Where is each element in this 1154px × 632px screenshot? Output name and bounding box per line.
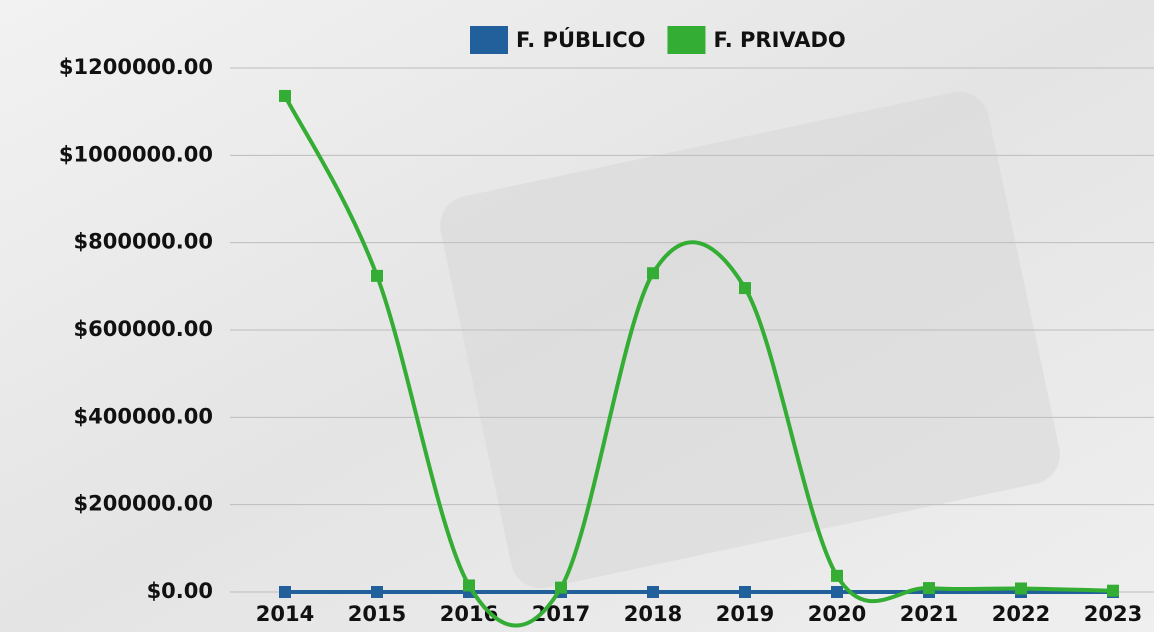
data-point [555, 582, 567, 594]
chart: $0.00 $200000.00 $400000.00 $600000.00 $8000… [0, 0, 1154, 632]
y-tick-label: $1200000.00 [59, 55, 213, 79]
x-tick-label: 2020 [808, 602, 866, 626]
legend-swatch [667, 26, 705, 54]
y-tick-label: $600000.00 [74, 317, 213, 341]
legend-label: F. PRIVADO [713, 28, 845, 52]
legend-label: F. PÚBLICO [516, 27, 645, 52]
y-tick-label: $200000.00 [74, 492, 213, 516]
x-tick-label: 2022 [992, 602, 1050, 626]
data-point [371, 586, 383, 598]
data-point [647, 267, 659, 279]
data-point [923, 582, 935, 594]
x-tick-label: 2018 [624, 602, 682, 626]
x-tick-label: 2014 [256, 602, 314, 626]
data-point [1107, 585, 1119, 597]
data-point [1015, 583, 1027, 595]
data-point [463, 579, 475, 591]
y-tick-label: $0.00 [147, 579, 213, 603]
y-tick-label: $1000000.00 [59, 142, 213, 166]
x-tick-label: 2023 [1084, 602, 1142, 626]
x-tick-label: 2021 [900, 602, 958, 626]
legend-swatch [470, 26, 508, 54]
data-point [647, 586, 659, 598]
data-point [279, 90, 291, 102]
data-point [739, 586, 751, 598]
data-point [739, 282, 751, 294]
y-tick-label: $800000.00 [74, 230, 213, 254]
x-tick-label: 2019 [716, 602, 774, 626]
data-point [371, 270, 383, 282]
data-point [279, 586, 291, 598]
x-tick-label: 2015 [348, 602, 406, 626]
data-point [831, 586, 843, 598]
data-point [831, 570, 843, 582]
y-tick-label: $400000.00 [74, 404, 213, 428]
